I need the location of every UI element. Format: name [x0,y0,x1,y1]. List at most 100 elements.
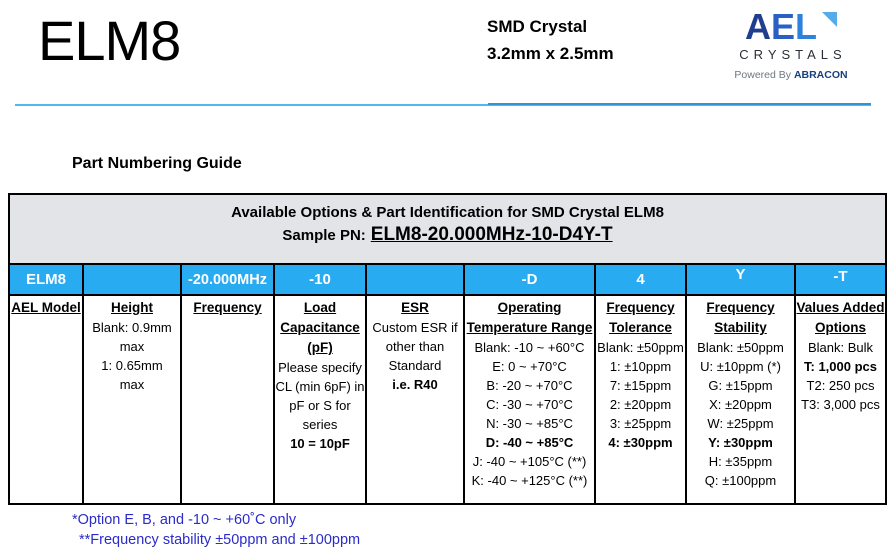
option-line: 10 = 10pF [290,436,350,451]
option-line: 4: ±30ppm [608,435,673,450]
code-cell-8: -T [794,265,885,294]
logo-letter-a: A [744,6,771,47]
header-rule-dark [488,103,871,105]
code-row: ELM8 -20.000MHz -10 -D 4 Y -T [10,265,885,296]
option-line: i.e. R40 [392,377,438,392]
crystals-wordmark: CRYSTALS [739,47,847,62]
column-header-line: Tolerance [609,320,672,335]
option-line: Blank: ±50ppm [597,340,684,355]
option-line: U: ±10ppm (*) [700,359,781,374]
footnote-2: **Frequency stability ±50ppm and ±100ppm [79,532,361,548]
column-header-line: Frequency [606,300,675,315]
column-height: Height Blank: 0.9mm max 1: 0.65mm max [82,296,180,503]
option-line: J: -40 ~ +105°C (**) [472,454,587,469]
footnotes: *Option E, B, and -10 ~ +60˚C only **Fre… [72,512,360,548]
option-line: Blank: ±50ppm [697,340,784,355]
option-line: C: -30 ~ +70°C [486,397,573,412]
code-cell-6: 4 [594,265,685,294]
code-cell-7: Y [685,265,794,294]
logo-triangle-icon [822,12,837,27]
column-header-line: Stability [714,320,767,335]
option-line: G: ±15ppm [708,378,773,393]
column-load-capacitance: Load Capacitance (pF) Please specify CL (min… [273,296,365,503]
logo-letter-e: E [770,6,795,47]
column-values-added-options: Values Added Options Blank: Bulk T: 1,000 p… [794,296,885,503]
option-line: Q: ±100ppm [704,473,777,488]
ael-logo-letters: AEL [745,8,837,46]
option-line: Please specify [278,360,362,375]
column-frequency-stability: Frequency Stability Blank: ±50ppm U: ±10ppm… [685,296,794,503]
option-line: T3: 3,000 pcs [801,397,880,412]
option-line: max [119,377,145,392]
column-header-line: Height [111,300,153,315]
column-ael-model: AEL Model [10,296,82,503]
option-line: T: 1,000 pcs [804,359,877,374]
body-row: AEL Model Height Blank: 0.9mm max 1: 0.65mm m… [10,296,885,503]
header-rule [15,104,871,106]
column-header-line: AEL Model [11,300,81,315]
product-size: 3.2mm x 2.5mm [487,44,614,63]
part-numbering-table: Available Options & Part Identification … [8,193,887,505]
table-header: Available Options & Part Identification … [10,195,885,265]
option-line: max [119,339,145,354]
column-header-line: (pF) [307,340,333,355]
option-line: Y: ±30ppm [708,435,773,450]
option-line: Blank: 0.9mm [92,320,172,335]
option-line: T2: 250 pcs [806,378,875,393]
ael-crystals-logo: AEL CRYSTALS Powered By ABRACON [721,8,861,82]
option-line: D: -40 ~ +85°C [485,435,574,450]
code-cell-1 [82,265,180,294]
column-frequency-tolerance: Frequency Tolerance Blank: ±50ppm 1: ±10ppm… [594,296,685,503]
model-title: ELM8 [38,9,181,72]
footnote-1: *Option E, B, and -10 ~ +60˚C only [72,512,297,528]
column-esr: ESR Custom ESR if other than Standard i.e. R… [365,296,463,503]
option-line: Blank: -10 ~ +60°C [474,340,585,355]
option-line: N: -30 ~ +85°C [486,416,573,431]
sample-pn-label: Sample PN: [282,227,366,244]
option-line: Blank: Bulk [807,340,874,355]
product-name: SMD Crystal 3.2mm x 2.5mm [487,13,614,67]
powered-by-label: Powered By [734,69,792,81]
column-header-line: Options [815,320,866,335]
code-cell-0: ELM8 [25,271,66,288]
column-header-line: Frequency [193,300,262,315]
code-cell-5: -D [463,265,594,294]
sample-pn-line: Sample PN: ELM8-20.000MHz-10-D4Y-T [10,224,885,246]
column-header-line: ESR [401,300,429,315]
option-line: 3: ±25ppm [609,416,672,431]
product-type: SMD Crystal [487,17,588,36]
code-cell-4 [365,265,463,294]
option-line: 7: ±15ppm [609,378,672,393]
option-line: 1: 0.65mm [101,358,163,373]
column-header-line: Frequency [706,300,775,315]
option-line: B: -20 ~ +70°C [486,378,573,393]
option-line: pF or S for [289,398,351,413]
column-header-line: Capacitance [280,320,360,335]
option-line: 1: ±10ppm [609,359,672,374]
section-title: Part Numbering Guide [72,155,242,172]
sample-pn-value: ELM8-20.000MHz-10-D4Y-T [370,224,613,245]
option-line: H: ±35ppm [708,454,773,469]
column-header-line: Temperature Range [466,320,593,335]
option-line: K: -40 ~ +125°C (**) [471,473,588,488]
option-line: CL (min 6pF) in [275,379,365,394]
option-line: other than [385,339,445,354]
column-operating-temperature-range: Operating Temperature Range Blank: -10 ~ +… [463,296,594,503]
table-title: Available Options & Part Identification … [231,204,664,221]
code-cell-2: -20.000MHz [180,265,273,294]
option-line: Custom ESR if [372,320,458,335]
column-header-line: Load [303,300,337,315]
option-line: W: ±25ppm [707,416,774,431]
option-line: X: ±20ppm [709,397,772,412]
logo-letter-l: L [795,6,817,47]
option-line: series [302,417,338,432]
powered-by-line: Powered By ABRACON [721,69,861,81]
option-line: E: 0 ~ +70°C [492,359,567,374]
column-header-line: Operating [497,300,562,315]
column-frequency: Frequency [180,296,273,503]
code-cell-3: -10 [273,265,365,294]
abracon-brand: ABRACON [793,69,848,81]
option-line: Standard [388,358,442,373]
column-header-line: Values Added [796,300,885,315]
